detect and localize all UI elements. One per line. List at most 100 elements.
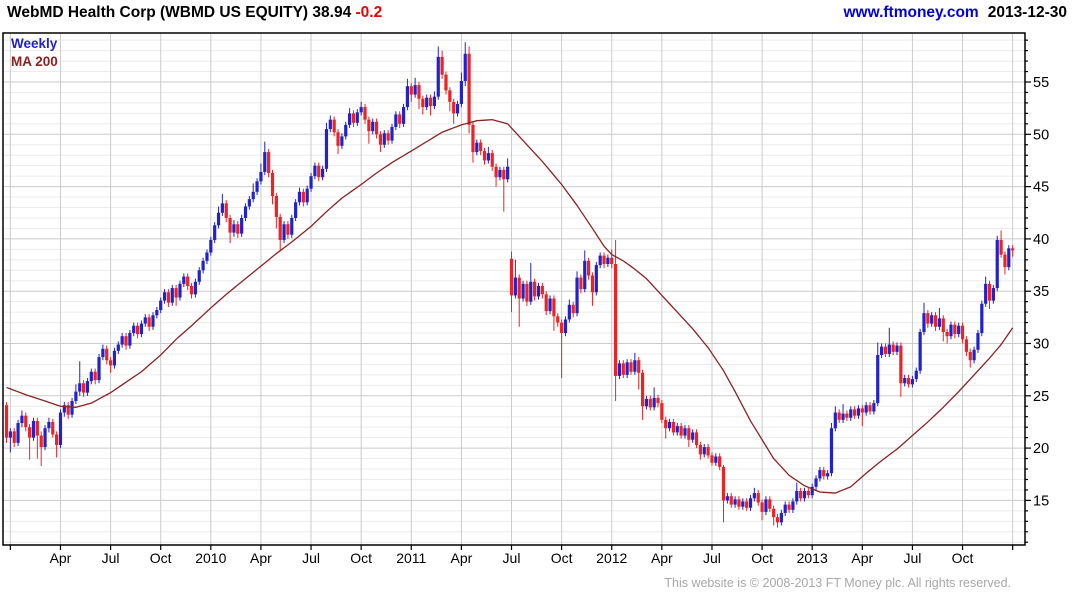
candle-up <box>193 281 197 295</box>
candle-up <box>20 415 24 423</box>
candle-down <box>590 275 595 293</box>
candle-up <box>506 166 510 180</box>
copyright-footer: This website is © 2008-2013 FT Money plc… <box>664 576 1011 590</box>
candle-down <box>267 152 271 174</box>
candle-down <box>189 285 194 295</box>
candle-down <box>687 428 691 440</box>
candle-down <box>317 165 321 178</box>
candle-up <box>394 114 398 127</box>
y-axis-label: 35 <box>1033 284 1049 300</box>
candle-up <box>62 405 66 413</box>
candle-up <box>155 310 159 316</box>
candle-up <box>85 381 90 393</box>
x-axis-label: 2013 <box>797 550 828 566</box>
candle-down <box>135 325 140 335</box>
y-axis-label: 20 <box>1033 441 1049 457</box>
candle-up <box>197 270 201 282</box>
candle-up <box>872 403 876 412</box>
candle-up <box>1007 248 1011 268</box>
candle-up <box>764 499 768 512</box>
candle-down <box>775 517 780 523</box>
candle-down <box>556 316 560 323</box>
candle-up <box>644 398 649 407</box>
candle-up <box>980 303 984 334</box>
candle-up <box>914 370 918 380</box>
y-axis-label: 50 <box>1033 127 1049 143</box>
candle-up <box>513 277 517 296</box>
candle-down <box>274 196 278 217</box>
candle-up <box>151 315 155 327</box>
candle-down <box>482 151 487 161</box>
candle-down <box>440 56 444 75</box>
candle-up <box>297 191 302 203</box>
page-title: WebMD Health Corp (WBMD US EQUITY) 38.94… <box>7 4 382 22</box>
candle-down <box>286 224 290 235</box>
candle-up <box>887 344 891 354</box>
candle-down <box>706 447 710 456</box>
candle-up <box>282 224 286 240</box>
candle-down <box>964 339 968 352</box>
x-axis-label: 2011 <box>396 550 426 566</box>
candle-up <box>922 313 926 332</box>
candle-down <box>679 426 683 436</box>
candle-down <box>737 499 741 507</box>
candle-up <box>976 333 980 350</box>
candle-down <box>479 142 483 152</box>
candle-down <box>4 405 9 438</box>
candle-up <box>313 165 317 177</box>
candle-up <box>8 431 12 438</box>
candle-up <box>344 124 348 137</box>
candle-down <box>999 239 1003 255</box>
candle-down <box>471 124 475 153</box>
candle-up <box>436 56 440 97</box>
candle-up <box>879 346 884 356</box>
candle-up <box>475 142 479 153</box>
candle-up <box>432 96 437 107</box>
candle-down <box>721 466 726 501</box>
candle-up <box>536 285 541 297</box>
candle-down <box>718 456 722 467</box>
candle-down <box>417 85 421 99</box>
candle-up <box>795 490 799 502</box>
candle-up <box>802 490 807 499</box>
candle-up <box>583 260 587 290</box>
candle-up <box>74 391 78 402</box>
candle-down <box>1003 254 1007 268</box>
candle-down <box>664 419 668 429</box>
candle-up <box>910 379 915 385</box>
candle-down <box>336 132 340 146</box>
candle-down <box>899 345 903 384</box>
candle-down <box>953 324 957 335</box>
x-axis-label: Apr <box>250 550 272 566</box>
y-axis-label: 55 <box>1033 75 1049 91</box>
candle-down <box>656 397 660 404</box>
candle-up <box>691 432 695 440</box>
x-axis-label: 2012 <box>596 550 627 566</box>
candle-down <box>467 53 471 125</box>
candle-up <box>683 428 687 436</box>
candle-down <box>421 98 425 108</box>
x-axis-label: Apr <box>50 550 72 566</box>
candle-up <box>783 504 787 513</box>
candle-down <box>452 101 456 114</box>
candle-down <box>587 260 591 276</box>
candle-up <box>340 136 344 146</box>
candle-down <box>560 322 564 334</box>
ftmoney-link[interactable]: www.ftmoney.com <box>843 4 979 21</box>
candle-down <box>987 283 992 301</box>
candle-down <box>610 257 614 265</box>
candle-up <box>216 212 221 226</box>
candle-up <box>617 363 622 376</box>
candle-down <box>822 470 826 477</box>
candle-down <box>698 444 702 455</box>
candle-up <box>170 288 174 303</box>
candle-up <box>810 486 814 496</box>
candle-down <box>270 173 275 197</box>
x-axis-label: Jul <box>703 550 721 566</box>
x-axis-label: Oct <box>350 550 372 566</box>
candle-down <box>933 315 938 327</box>
candle-up <box>259 171 263 182</box>
candle-up <box>521 283 525 299</box>
candle-up <box>957 325 961 335</box>
